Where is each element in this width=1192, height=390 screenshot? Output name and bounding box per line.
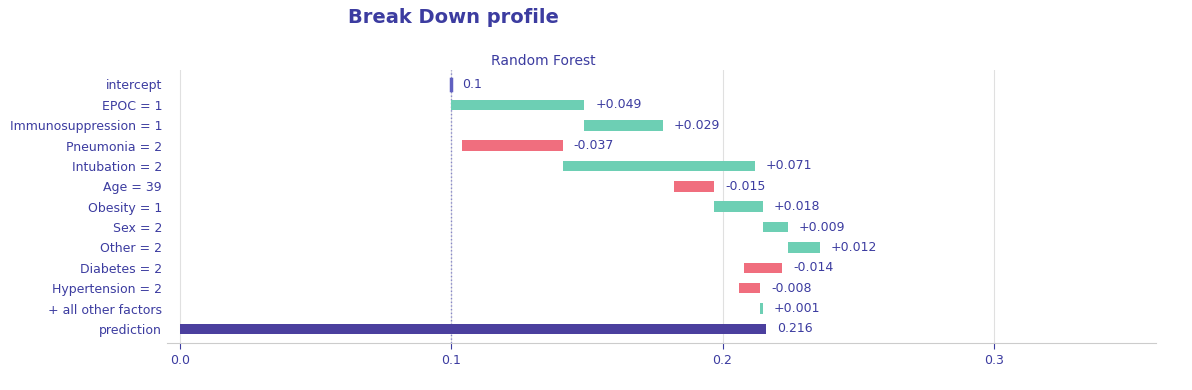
Bar bbox=[462, 140, 563, 151]
Text: +0.049: +0.049 bbox=[595, 98, 641, 111]
Text: 0.216: 0.216 bbox=[777, 323, 813, 335]
Text: 0.1: 0.1 bbox=[462, 78, 483, 91]
Bar bbox=[760, 303, 763, 314]
Text: +0.018: +0.018 bbox=[774, 200, 820, 213]
Bar bbox=[584, 120, 663, 131]
Text: -0.037: -0.037 bbox=[573, 139, 614, 152]
Text: -0.015: -0.015 bbox=[725, 180, 765, 193]
Bar bbox=[744, 262, 782, 273]
Bar bbox=[739, 283, 760, 294]
Bar bbox=[563, 161, 755, 171]
Bar bbox=[452, 99, 584, 110]
Text: Break Down profile: Break Down profile bbox=[348, 8, 558, 27]
Bar bbox=[714, 201, 763, 212]
Text: +0.001: +0.001 bbox=[774, 302, 820, 315]
Text: -0.014: -0.014 bbox=[793, 261, 833, 274]
Text: +0.029: +0.029 bbox=[673, 119, 720, 132]
Bar bbox=[673, 181, 714, 191]
Text: +0.012: +0.012 bbox=[831, 241, 877, 254]
Title: Random Forest: Random Forest bbox=[491, 54, 595, 67]
Bar bbox=[180, 324, 766, 334]
Text: +0.071: +0.071 bbox=[766, 160, 813, 172]
Text: -0.008: -0.008 bbox=[771, 282, 812, 295]
Text: +0.009: +0.009 bbox=[799, 221, 845, 234]
Bar bbox=[788, 242, 820, 253]
Bar bbox=[763, 222, 788, 232]
